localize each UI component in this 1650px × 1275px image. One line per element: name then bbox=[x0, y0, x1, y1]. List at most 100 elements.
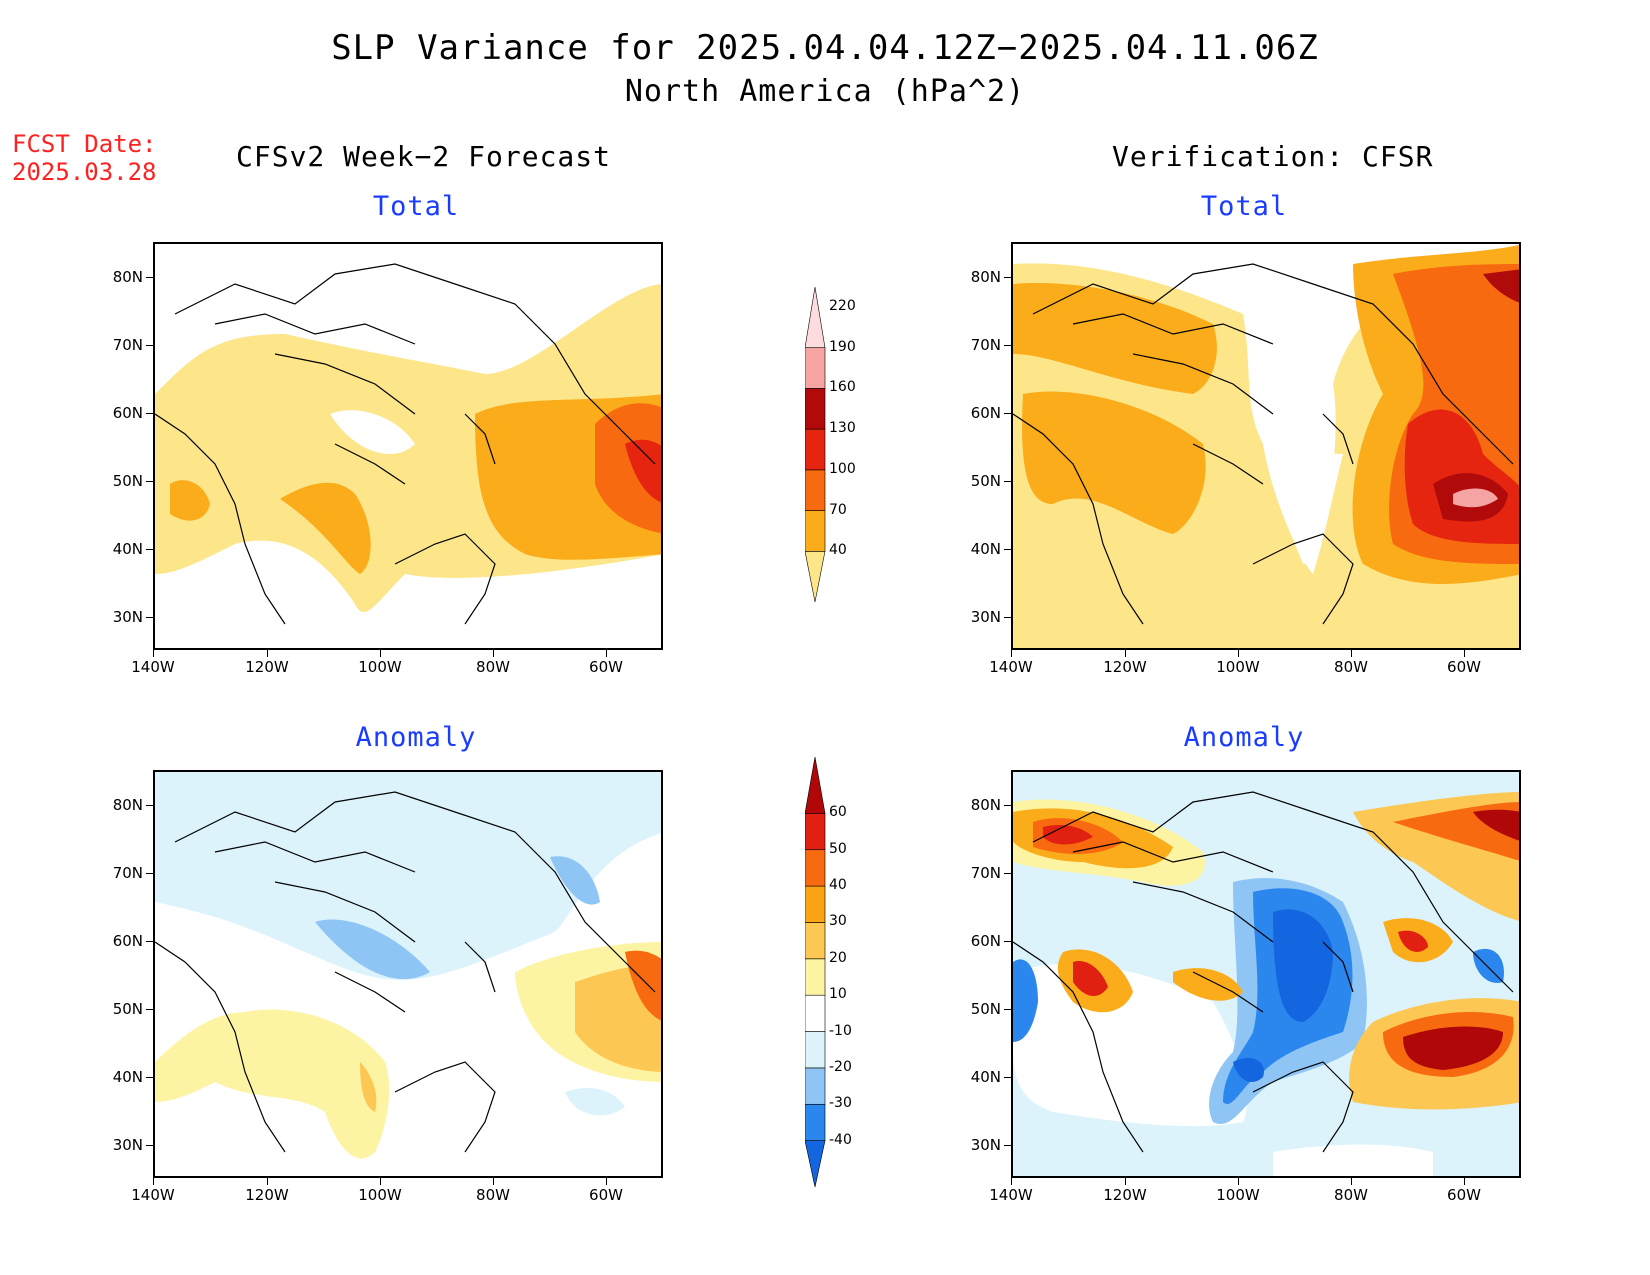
lon-label: 100W bbox=[1216, 1186, 1260, 1204]
colorbar-segment bbox=[805, 1031, 826, 1069]
colorbar-tick-label: 50 bbox=[829, 840, 847, 857]
verification-total-map bbox=[1011, 242, 1521, 650]
lat-label: 80N bbox=[970, 796, 1001, 814]
lat-label: 30N bbox=[112, 608, 143, 626]
lon-label: 60W bbox=[589, 658, 623, 676]
colorbar-tick-label: -30 bbox=[829, 1095, 852, 1112]
colorbar-tick-label: 130 bbox=[829, 420, 856, 437]
lon-label: 80W bbox=[1334, 658, 1368, 676]
colorbar-segment bbox=[805, 510, 826, 552]
lat-label: 70N bbox=[970, 864, 1001, 882]
colorbar-tick-label: 40 bbox=[829, 542, 847, 559]
lat-tick bbox=[1004, 617, 1011, 618]
colorbar-segment bbox=[805, 813, 826, 851]
lat-tick bbox=[1004, 1145, 1011, 1146]
colorbar-segment bbox=[805, 849, 826, 887]
lat-label: 80N bbox=[970, 268, 1001, 286]
lat-label: 70N bbox=[112, 864, 143, 882]
colorbar-segment bbox=[805, 1067, 826, 1105]
colorbar-tick-label: 160 bbox=[829, 379, 856, 396]
forecast-anomaly-label: Anomaly bbox=[355, 722, 477, 753]
colorbar-segment bbox=[805, 922, 826, 960]
forecast-total-map bbox=[153, 242, 663, 650]
lat-label: 60N bbox=[112, 404, 143, 422]
lat-tick bbox=[146, 617, 153, 618]
lon-tick bbox=[1351, 1178, 1352, 1185]
lon-label: 80W bbox=[1334, 1186, 1368, 1204]
lat-tick bbox=[146, 549, 153, 550]
lon-label: 60W bbox=[1447, 1186, 1481, 1204]
lat-label: 80N bbox=[112, 796, 143, 814]
lon-tick bbox=[493, 650, 494, 657]
lat-tick bbox=[1004, 941, 1011, 942]
lon-tick bbox=[1351, 650, 1352, 657]
lat-label: 40N bbox=[970, 540, 1001, 558]
colorbar-tick-label: 220 bbox=[829, 298, 856, 314]
colorbar-tick-label: 30 bbox=[829, 913, 847, 930]
lat-tick bbox=[146, 1145, 153, 1146]
lon-tick bbox=[1125, 650, 1126, 657]
lat-label: 50N bbox=[970, 1000, 1001, 1018]
lon-label: 100W bbox=[358, 658, 402, 676]
colorbar-segment bbox=[805, 1140, 826, 1188]
verification-total-label: Total bbox=[1200, 191, 1288, 222]
verification-anomaly-label: Anomaly bbox=[1183, 722, 1305, 753]
lon-label: 80W bbox=[476, 1186, 510, 1204]
lon-label: 140W bbox=[989, 1186, 1033, 1204]
colorbar-tick-label: -10 bbox=[829, 1022, 852, 1039]
fcst-date-value: 2025.03.28 bbox=[12, 158, 157, 186]
lat-tick bbox=[146, 413, 153, 414]
verification-column-header: Verification: CFSR bbox=[1112, 140, 1434, 173]
lat-tick bbox=[1004, 1009, 1011, 1010]
lat-tick bbox=[146, 277, 153, 278]
lon-tick bbox=[267, 650, 268, 657]
lat-tick bbox=[146, 873, 153, 874]
colorbar-tick-label: 190 bbox=[829, 338, 856, 355]
colorbar-segment bbox=[805, 347, 826, 389]
lat-label: 30N bbox=[970, 608, 1001, 626]
colorbar-segment bbox=[805, 550, 826, 603]
lat-tick bbox=[146, 1009, 153, 1010]
lon-tick bbox=[1238, 1178, 1239, 1185]
lon-tick bbox=[153, 1178, 154, 1185]
lon-tick bbox=[1464, 1178, 1465, 1185]
lat-tick bbox=[1004, 413, 1011, 414]
colorbar-tick-label: 70 bbox=[829, 501, 847, 518]
colorbar-segment bbox=[805, 885, 826, 923]
lon-tick bbox=[153, 650, 154, 657]
lon-tick bbox=[606, 1178, 607, 1185]
lon-label: 120W bbox=[245, 1186, 289, 1204]
lon-label: 140W bbox=[989, 658, 1033, 676]
colorbar-segment bbox=[805, 388, 826, 430]
lon-tick bbox=[1125, 1178, 1126, 1185]
anomaly-colorbar bbox=[805, 755, 826, 1205]
lat-tick bbox=[1004, 481, 1011, 482]
lon-label: 60W bbox=[589, 1186, 623, 1204]
colorbar-segment bbox=[805, 958, 826, 996]
colorbar-tick-label: 60 bbox=[829, 804, 847, 821]
forecast-column-header: CFSv2 Week−2 Forecast bbox=[236, 140, 612, 173]
colorbar-segment bbox=[805, 756, 826, 814]
forecast-total-label: Total bbox=[372, 191, 460, 222]
lon-label: 140W bbox=[131, 1186, 175, 1204]
lat-tick bbox=[146, 941, 153, 942]
colorbar-tick-label: -40 bbox=[829, 1131, 852, 1148]
lat-label: 70N bbox=[970, 336, 1001, 354]
lon-label: 100W bbox=[1216, 658, 1260, 676]
lat-tick bbox=[146, 805, 153, 806]
lat-label: 40N bbox=[970, 1068, 1001, 1086]
lon-label: 120W bbox=[1103, 658, 1147, 676]
lon-tick bbox=[1011, 1178, 1012, 1185]
lat-label: 30N bbox=[970, 1136, 1001, 1154]
lon-tick bbox=[493, 1178, 494, 1185]
colorbar-tick-label: 40 bbox=[829, 877, 847, 894]
lat-label: 60N bbox=[970, 404, 1001, 422]
colorbar-segment bbox=[805, 286, 826, 349]
lat-label: 80N bbox=[112, 268, 143, 286]
colorbar-segment bbox=[805, 428, 826, 471]
lon-label: 100W bbox=[358, 1186, 402, 1204]
colorbar-tick-label: -20 bbox=[829, 1058, 852, 1075]
fcst-date-label: FCST Date: bbox=[12, 130, 157, 158]
main-subtitle: North America (hPa^2) bbox=[624, 74, 1026, 109]
lat-tick bbox=[1004, 549, 1011, 550]
